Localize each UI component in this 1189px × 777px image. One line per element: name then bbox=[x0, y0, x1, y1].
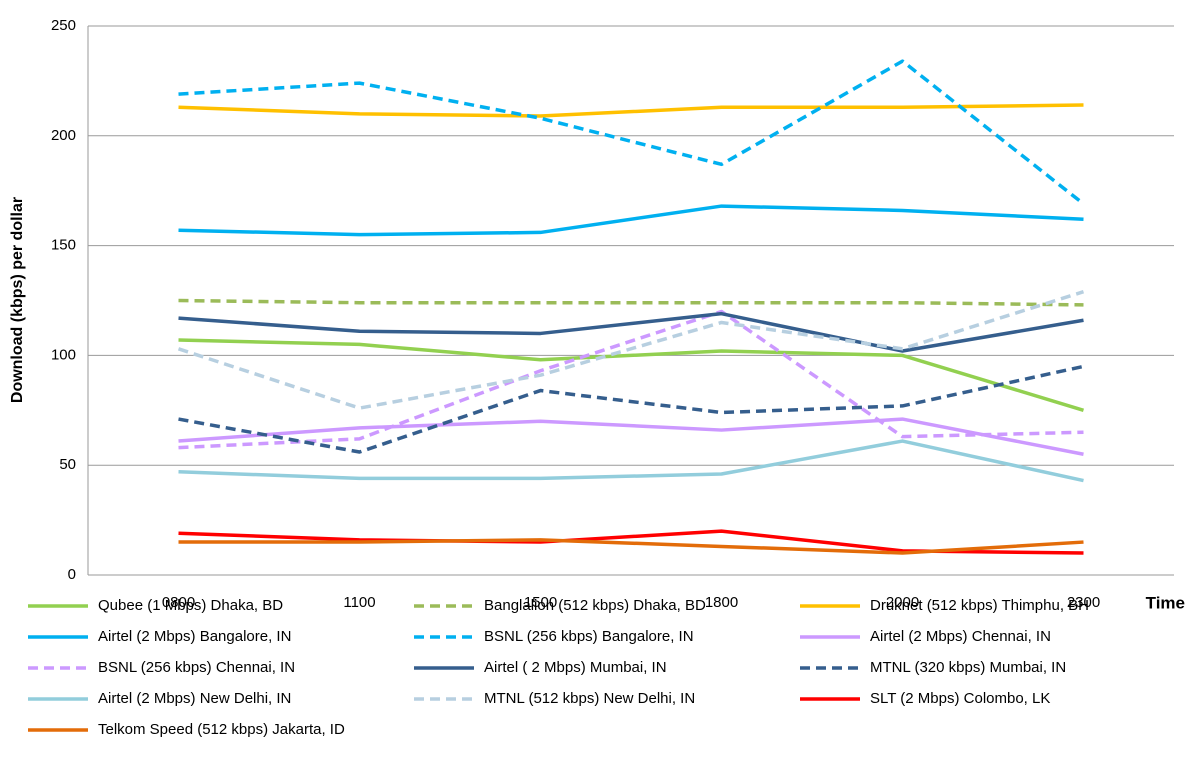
x-tick-label: 1500 bbox=[524, 594, 557, 611]
legend-label: Airtel (2 Mbps) Bangalore, IN bbox=[98, 628, 291, 645]
legend-label: Airtel (2 Mbps) Chennai, IN bbox=[870, 628, 1051, 645]
legend-label: Telkom Speed (512 kbps) Jakarta, ID bbox=[98, 721, 345, 738]
legend-label: BSNL (256 kbps) Bangalore, IN bbox=[484, 628, 694, 645]
y-tick-label: 200 bbox=[51, 127, 76, 144]
legend-label: Airtel ( 2 Mbps) Mumbai, IN bbox=[484, 659, 667, 676]
x-tick-label: 2000 bbox=[886, 594, 919, 611]
y-tick-label: 0 bbox=[68, 566, 76, 583]
series-line bbox=[177, 290, 1085, 410]
series-line bbox=[178, 298, 1084, 307]
series-line bbox=[178, 309, 1084, 450]
series-line bbox=[178, 364, 1084, 454]
y-tick-label: 50 bbox=[59, 456, 76, 473]
legend-label: Druknet (512 kbps) Thimphu, BH bbox=[870, 597, 1089, 614]
series-line bbox=[178, 338, 1085, 412]
x-tick-label: 0800 bbox=[162, 594, 195, 611]
y-axis-label: Download (kbps) per dollar bbox=[9, 197, 26, 403]
y-tick-label: 100 bbox=[51, 346, 76, 363]
x-tick-label: 2300 bbox=[1067, 594, 1100, 611]
legend-label: BSNL (256 kbps) Chennai, IN bbox=[98, 659, 295, 676]
legend-label: Airtel (2 Mbps) New Delhi, IN bbox=[98, 690, 291, 707]
y-tick-label: 150 bbox=[51, 237, 76, 254]
x-axis-label: Time bbox=[1146, 593, 1185, 612]
legend-label: MTNL (512 kbps) New Delhi, IN bbox=[484, 690, 695, 707]
series-line bbox=[178, 538, 1084, 555]
y-tick-label: 250 bbox=[51, 17, 76, 34]
legend-label: Banglalion (512 kbps) Dhaka, BD bbox=[484, 597, 706, 614]
series-line bbox=[178, 59, 1085, 206]
series-line bbox=[178, 311, 1084, 353]
series-line bbox=[178, 103, 1084, 118]
x-tick-label: 1100 bbox=[343, 594, 375, 611]
legend-label: SLT (2 Mbps) Colombo, LK bbox=[870, 690, 1050, 707]
x-tick-label: 1800 bbox=[705, 594, 738, 611]
series-line bbox=[178, 204, 1084, 237]
series-line bbox=[178, 439, 1084, 483]
legend-label: Qubee (1 Mbps) Dhaka, BD bbox=[98, 597, 283, 614]
legend-label: MTNL (320 kbps) Mumbai, IN bbox=[870, 659, 1066, 676]
series-line bbox=[178, 417, 1084, 456]
